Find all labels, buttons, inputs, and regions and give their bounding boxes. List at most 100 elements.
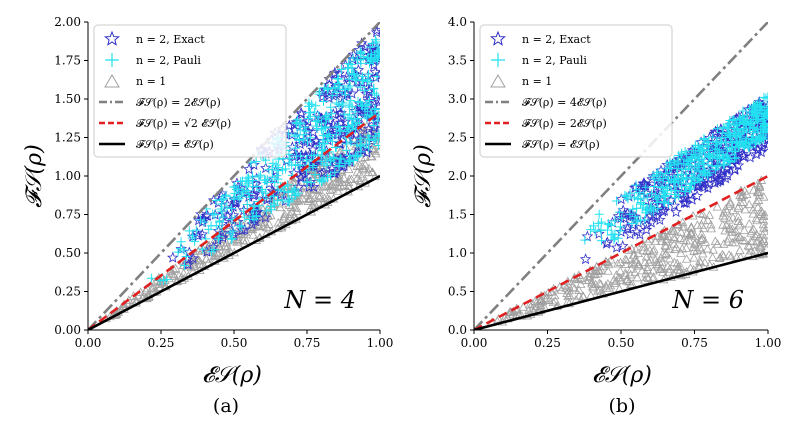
- plus-point: [304, 113, 314, 123]
- plus-point: [639, 189, 649, 199]
- plus-point: [266, 201, 276, 211]
- triangle-point: [564, 290, 575, 299]
- star-point: [365, 114, 378, 126]
- star-point: [646, 173, 658, 185]
- star-point: [354, 126, 367, 138]
- triangle-point: [632, 272, 642, 282]
- plus-point: [674, 191, 684, 201]
- plus-point: [760, 103, 768, 113]
- plus-point: [620, 190, 630, 200]
- plus-point: [244, 192, 254, 202]
- plus-point: [653, 204, 663, 214]
- plus-point: [680, 147, 690, 157]
- x-tick-label: 0.75: [294, 336, 321, 350]
- star-point: [610, 241, 623, 253]
- plus-point: [628, 204, 638, 214]
- plus-point: [653, 167, 663, 177]
- triangle-point: [664, 253, 675, 263]
- plus-point: [191, 225, 201, 235]
- plus-point: [336, 154, 346, 164]
- plus-point: [594, 219, 604, 229]
- plus-point: [693, 162, 703, 172]
- plus-point: [295, 125, 305, 135]
- plus-point: [625, 209, 635, 219]
- plus-point: [296, 151, 306, 161]
- plus-point: [294, 119, 304, 129]
- y-tick-label: 0.25: [54, 285, 81, 299]
- y-tick-label: 1.50: [54, 92, 81, 106]
- triangle-point: [704, 210, 715, 219]
- plus-point: [684, 161, 694, 171]
- plus-point: [314, 141, 324, 151]
- plus-point: [325, 132, 335, 142]
- plus-point: [365, 110, 375, 120]
- triangle-point: [527, 299, 538, 308]
- triangle-point: [170, 263, 181, 272]
- plus-point: [222, 202, 232, 212]
- plus-point: [267, 165, 277, 175]
- triangle-point: [297, 193, 308, 203]
- plus-point: [594, 209, 604, 219]
- plus-point: [726, 132, 736, 142]
- plus-point: [374, 128, 380, 138]
- triangle-point: [232, 237, 242, 246]
- plus-point: [663, 172, 673, 182]
- plus-point: [287, 186, 297, 196]
- y-tick-label: 0.00: [54, 323, 81, 337]
- plus-point: [215, 217, 225, 227]
- triangle-point: [642, 265, 653, 274]
- plus-point: [654, 176, 664, 186]
- plus-point: [336, 64, 346, 74]
- plus-point: [739, 119, 749, 129]
- plus-point: [316, 156, 326, 166]
- triangle-point: [258, 221, 268, 230]
- plus-point: [292, 130, 302, 140]
- y-tick-label: 0.50: [54, 246, 81, 260]
- triangle-point: [656, 253, 666, 262]
- star-point: [668, 199, 681, 211]
- triangle-point: [620, 254, 630, 263]
- triangle-point: [675, 261, 686, 271]
- star-point: [207, 194, 220, 206]
- legend-entry-label: 𝓕𝒮(ρ) = 2𝓔𝒮(ρ): [522, 117, 607, 130]
- plus-point: [710, 144, 720, 154]
- triangle-point: [367, 167, 377, 177]
- plus-point: [761, 93, 768, 103]
- plus-point: [308, 162, 318, 172]
- triangle-point: [702, 244, 713, 253]
- triangle-point: [735, 218, 745, 228]
- y-tick-label: 1.25: [54, 131, 81, 145]
- star-point: [316, 167, 328, 179]
- legend-entry-label: 𝓕𝒮(ρ) = 2𝓔𝒮(ρ): [136, 96, 221, 109]
- plus-point: [687, 169, 697, 179]
- triangle-point: [352, 161, 362, 170]
- legend-entry-label: n = 1: [136, 75, 166, 88]
- star-point: [702, 178, 715, 190]
- plus-point: [217, 195, 227, 205]
- plus-point: [206, 221, 216, 231]
- triangle-point: [648, 265, 658, 275]
- plus-point: [249, 214, 259, 224]
- star-point: [360, 146, 373, 158]
- triangle-point: [333, 186, 343, 195]
- triangle-point: [661, 248, 671, 257]
- plus-point: [363, 52, 373, 62]
- star-point: [356, 37, 368, 49]
- triangle-point: [360, 164, 370, 174]
- triangle-point: [722, 206, 732, 216]
- triangle-point: [753, 202, 763, 212]
- triangle-point: [277, 198, 287, 208]
- triangle-point: [643, 273, 654, 282]
- plus-point: [341, 145, 351, 155]
- plus-point: [646, 206, 656, 216]
- star-point: [341, 150, 354, 162]
- triangle-point: [190, 255, 201, 265]
- triangle-point: [746, 236, 756, 245]
- triangle-point: [279, 211, 289, 221]
- triangle-point: [360, 152, 370, 161]
- triangle-point: [204, 240, 214, 250]
- plus-point: [257, 186, 267, 196]
- plus-point: [207, 247, 217, 257]
- star-point: [357, 103, 370, 115]
- plus-point: [229, 192, 239, 202]
